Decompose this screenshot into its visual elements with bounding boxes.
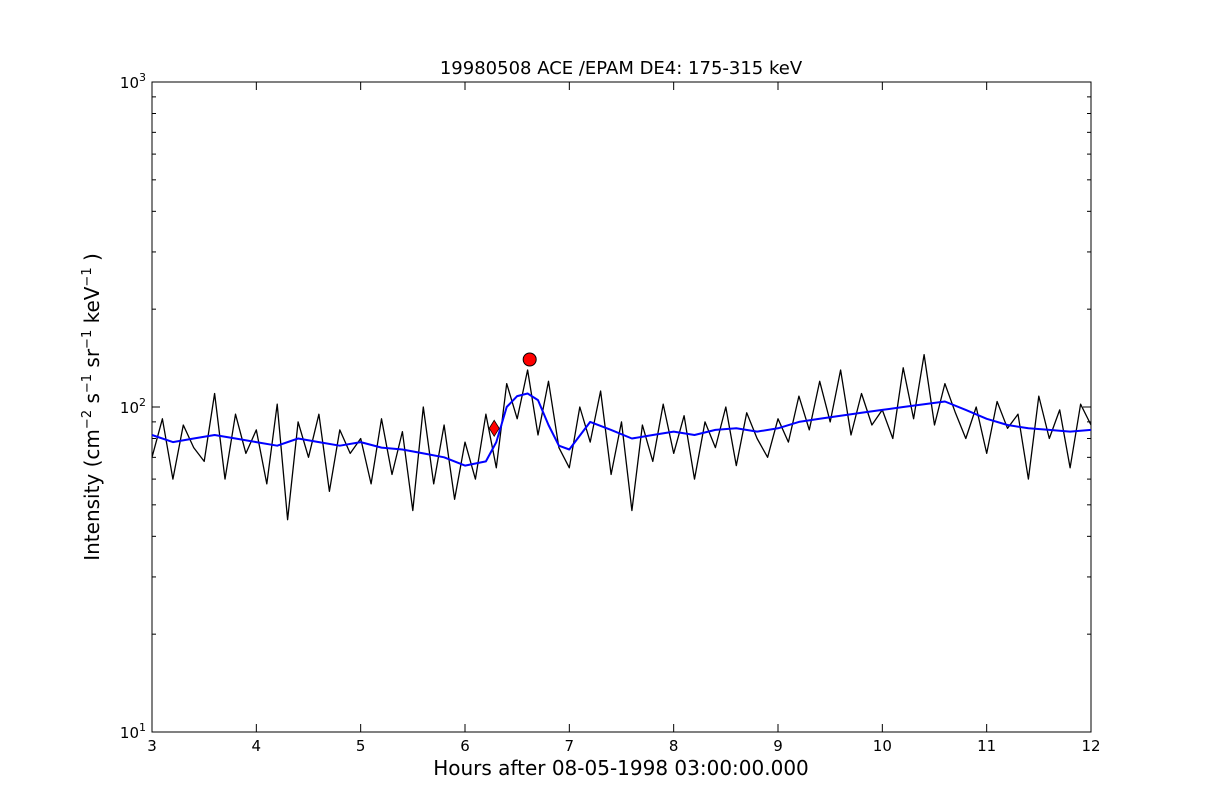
- x-tick-label: 6: [460, 737, 470, 755]
- x-tick-label: 5: [356, 737, 366, 755]
- series-line-raw: [151, 353, 1092, 521]
- series-layer: [151, 353, 1092, 521]
- marker-layer: [488, 352, 537, 438]
- x-tick-label: 3: [147, 737, 157, 755]
- diamond-marker: [488, 419, 500, 438]
- plot-frame: [151, 81, 1092, 733]
- x-tick-label: 11: [977, 737, 996, 755]
- y-tick-label: 102: [120, 396, 146, 417]
- y-axis-label: Intensity (cm−2 s−1 sr−1 keV−1 ): [80, 253, 104, 561]
- x-tick-label: 10: [873, 737, 892, 755]
- circle-marker: [522, 352, 537, 367]
- x-tick-label: 8: [669, 737, 679, 755]
- x-tick-label: 4: [252, 737, 262, 755]
- x-tick-label: 12: [1081, 737, 1100, 755]
- plot-area: 3 4 5 6 7 8 9 10 11 12 101 102 103: [120, 71, 1101, 755]
- x-tick-label: 9: [773, 737, 783, 755]
- x-axis-label: Hours after 08-05-1998 03:00:00.000: [433, 756, 809, 780]
- y-tick-label: 103: [120, 71, 146, 92]
- series-line-smoothed: [151, 392, 1092, 467]
- y-tick-label: 101: [120, 721, 146, 742]
- tick-layer: 3 4 5 6 7 8 9 10 11 12 101 102 103: [120, 71, 1101, 755]
- chart-title: 19980508 ACE /EPAM DE4: 175-315 keV: [440, 58, 803, 79]
- x-tick-label: 7: [565, 737, 575, 755]
